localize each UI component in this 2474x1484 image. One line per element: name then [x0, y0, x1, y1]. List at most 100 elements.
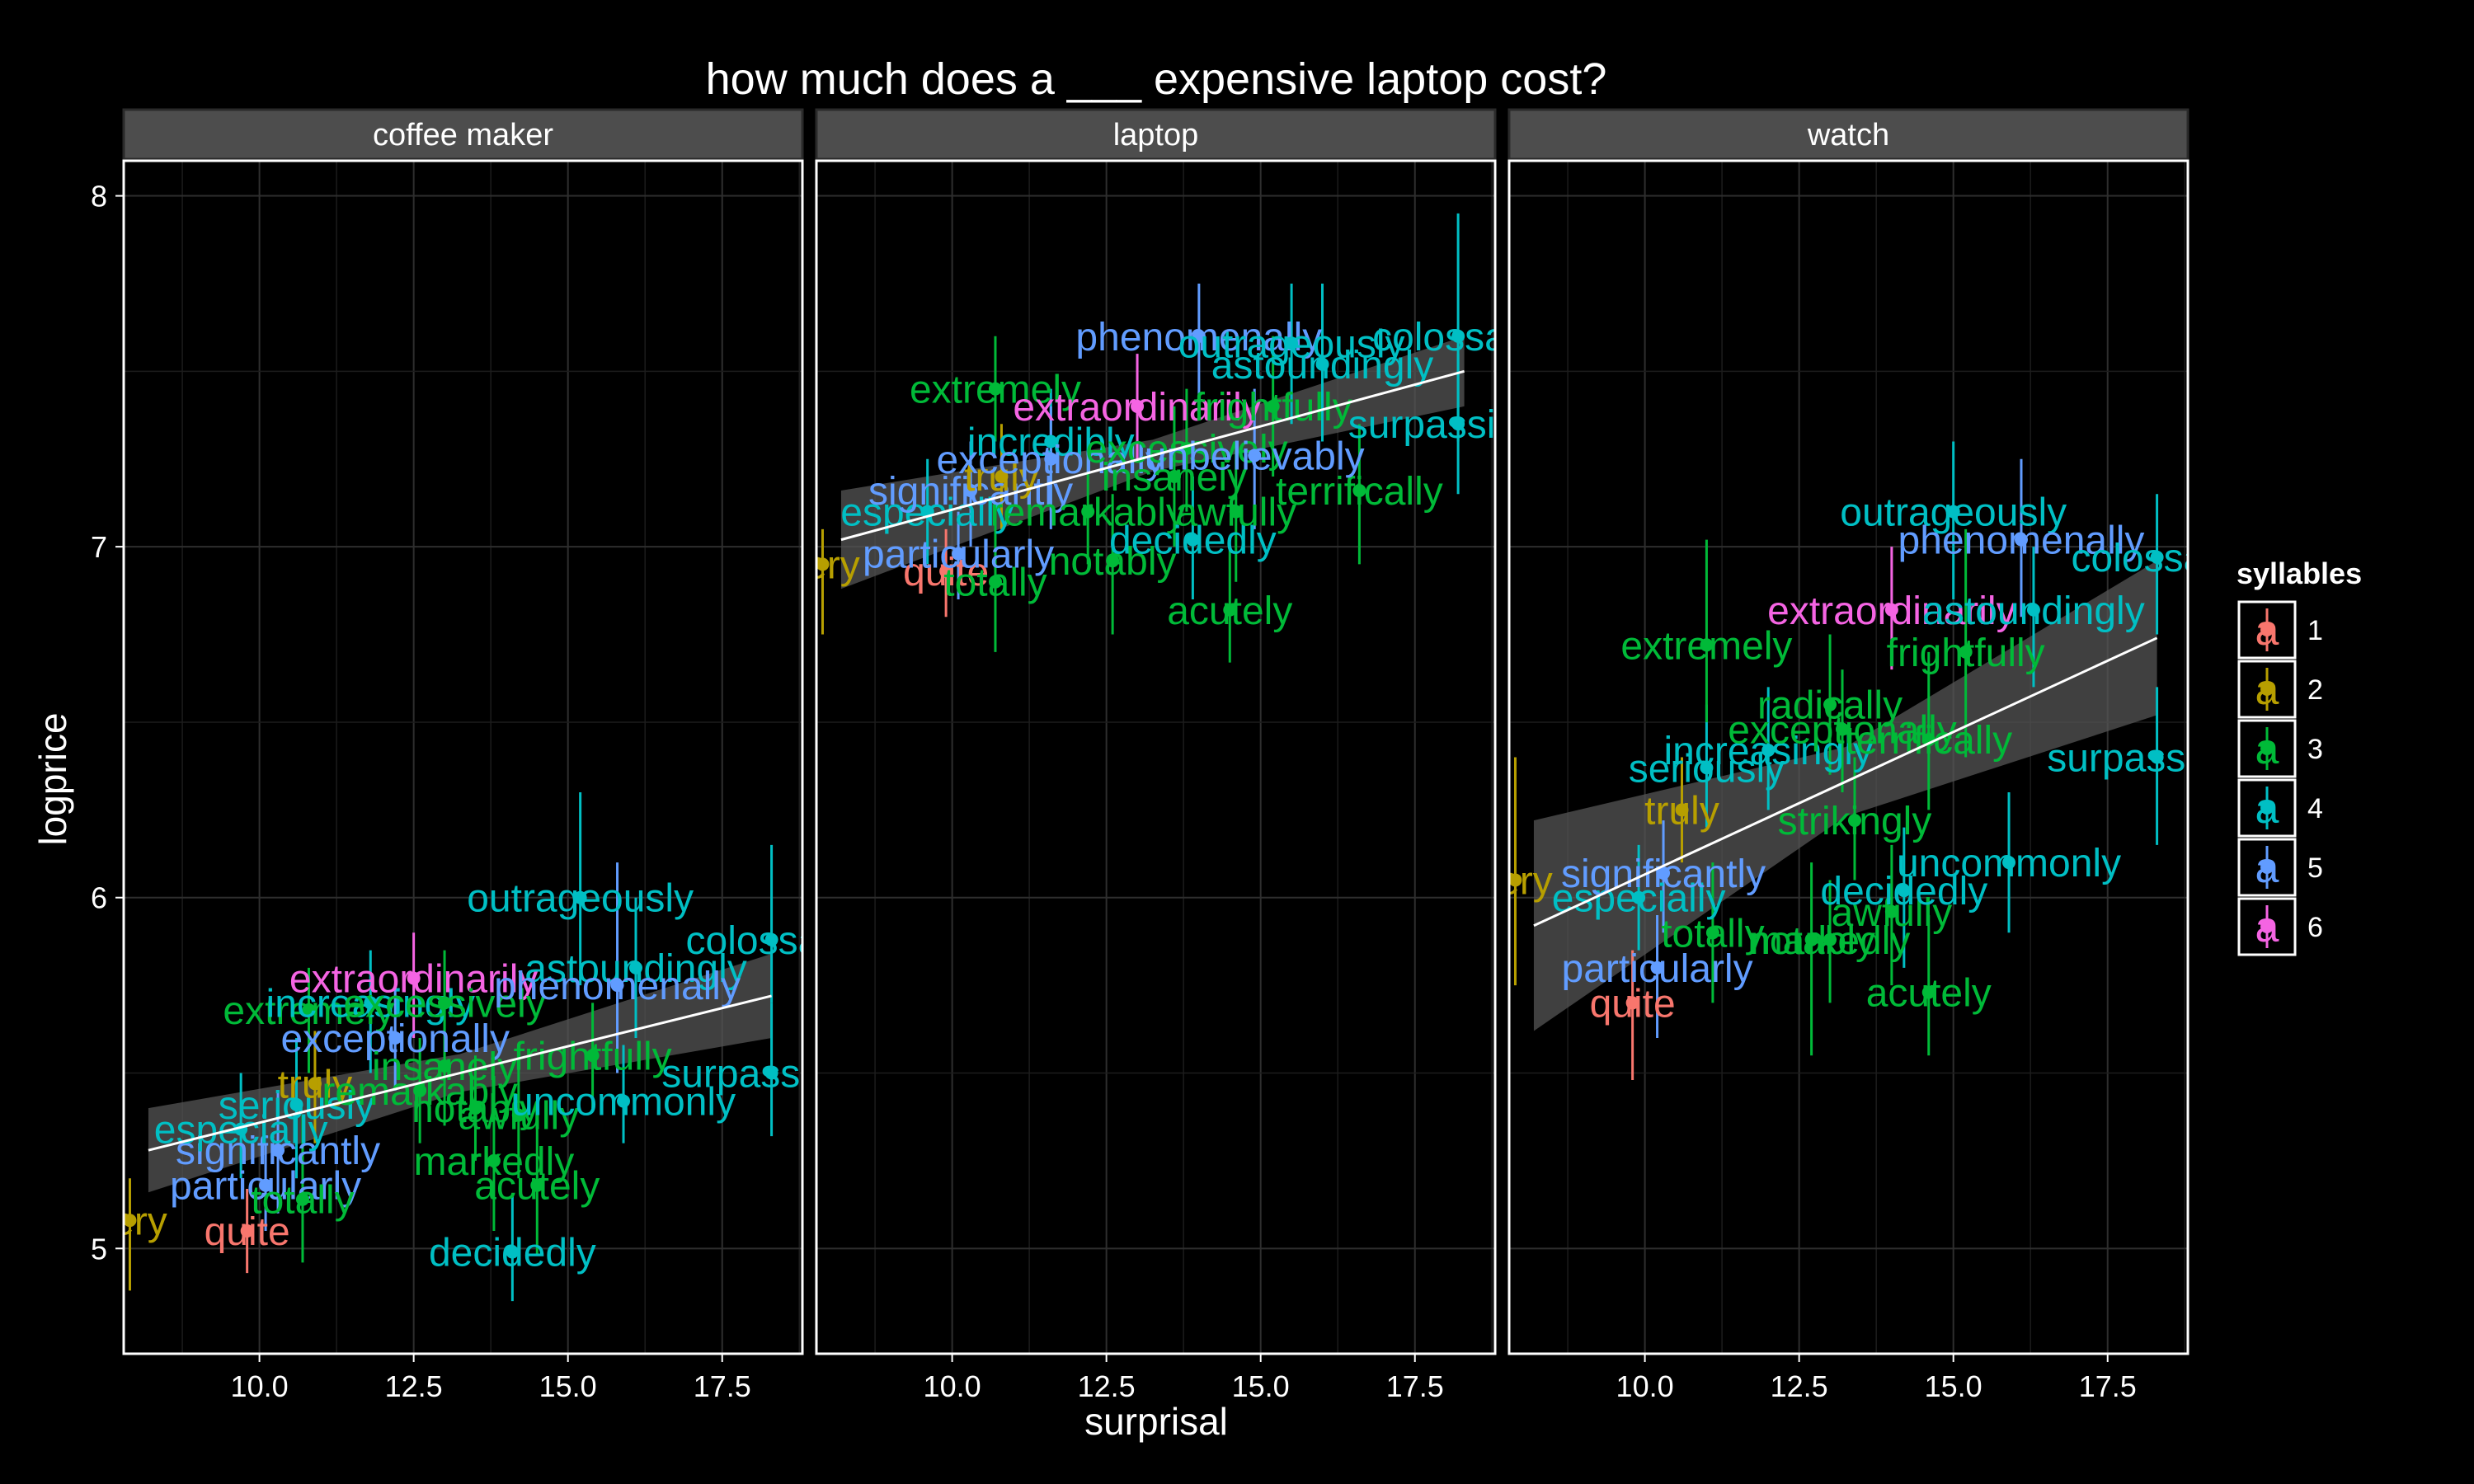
facet-strip — [815, 108, 1497, 161]
legend-key-point — [2260, 623, 2274, 636]
fit-confidence-band — [840, 336, 1465, 589]
point-label: acutely — [1167, 589, 1292, 633]
data-point — [1823, 932, 1837, 946]
point-label: astoundingly — [1211, 344, 1434, 387]
point-label: uncommonly — [1897, 842, 2121, 885]
panel-border — [815, 159, 1497, 1355]
data-point — [1625, 996, 1639, 1010]
point-label: particularly — [170, 1165, 361, 1209]
data-point — [617, 1094, 631, 1108]
data-point — [438, 996, 452, 1010]
point-label: markedly — [414, 1140, 575, 1184]
legend-key-point — [2260, 920, 2274, 933]
panel-coffee-maker: coffee maker very quiteparticularlytotally… — [91, 108, 804, 1403]
point-label: significantly — [868, 470, 1073, 514]
point-label: extraordinarily — [1013, 386, 1261, 430]
point-label: awfully — [458, 1095, 579, 1139]
data-point — [530, 1178, 544, 1192]
data-point — [1823, 697, 1837, 711]
fit-line — [148, 994, 772, 1152]
point-label: exceptionally — [280, 1017, 510, 1061]
legend-key-letter: a — [2255, 726, 2279, 773]
point-label: very — [92, 1200, 167, 1243]
x-tick-label: 15.0 — [1925, 1369, 1982, 1403]
point-label: particularly — [863, 533, 1054, 577]
data-point — [764, 932, 778, 946]
x-tick-label: 17.5 — [1386, 1369, 1444, 1403]
legend-title: syllables — [2236, 556, 2362, 590]
facet-strip — [122, 108, 804, 161]
point-label: quite — [205, 1210, 290, 1254]
legend-key-letter: a — [2255, 666, 2279, 714]
data-point — [1044, 434, 1058, 448]
data-point — [1884, 904, 1898, 918]
point-label: awfully — [1832, 891, 1953, 935]
legend-key-point — [2260, 742, 2274, 755]
x-tick-label: 12.5 — [1771, 1369, 1828, 1403]
point-label: truly — [1644, 789, 1719, 833]
panel-border — [122, 159, 804, 1355]
point-label: colossally — [2072, 537, 2243, 580]
point-label: especially — [1552, 877, 1726, 921]
data-point — [1451, 417, 1465, 431]
data-point — [1657, 866, 1671, 880]
point-label: decidedly — [1109, 519, 1277, 563]
data-point — [1675, 803, 1689, 817]
data-point — [308, 1077, 322, 1091]
data-point — [1081, 505, 1095, 519]
y-axis-title: logprice — [31, 712, 74, 845]
point-label: strikingly — [1778, 800, 1932, 843]
fit-line — [1533, 636, 2158, 928]
point-label: surpassingly — [1348, 403, 1569, 447]
legend-key-point — [2260, 683, 2274, 696]
data-point — [1650, 960, 1664, 974]
point-label: astoundingly — [524, 947, 747, 991]
x-tick-label: 17.5 — [2079, 1369, 2137, 1403]
data-point — [259, 1178, 273, 1192]
point-label: exceptionally — [1728, 708, 1957, 752]
point-label: extremely — [910, 369, 1081, 412]
grid-lines — [816, 161, 1495, 1354]
data-point — [407, 971, 421, 985]
data-point — [1266, 399, 1280, 413]
point-label: seriously — [219, 1084, 374, 1128]
data-point — [487, 1153, 501, 1167]
data-point — [2150, 750, 2164, 764]
data-point — [1192, 329, 1206, 343]
data-point — [988, 382, 1002, 396]
data-point — [2002, 856, 2016, 870]
data-point — [1700, 761, 1714, 775]
point-label: outrageously — [1840, 491, 2067, 535]
point-label: very — [1478, 859, 1553, 903]
x-tick-label: 12.5 — [1078, 1369, 1136, 1403]
point-label: phenomenally — [1075, 316, 1322, 359]
point-label: extremely — [1620, 624, 1792, 668]
data-point — [610, 979, 624, 993]
point-label: terrifically — [1276, 470, 1443, 514]
data-point — [506, 1245, 520, 1259]
point-label: outrageously — [1178, 322, 1405, 366]
data-point — [1921, 985, 1935, 999]
x-axis-title: surprisal — [1084, 1400, 1228, 1443]
data-point — [388, 1031, 402, 1045]
point-label: totally — [1661, 912, 1764, 956]
legend-key-point — [2260, 801, 2274, 815]
fit-confidence-band — [1533, 561, 2157, 1031]
data-point — [364, 996, 378, 1010]
point-label: totally — [251, 1179, 354, 1223]
x-tick-label: 15.0 — [1232, 1369, 1290, 1403]
facet-strip-label: laptop — [1113, 118, 1199, 153]
data-point — [952, 547, 966, 561]
x-tick-label: 17.5 — [694, 1369, 751, 1403]
data-point — [1632, 890, 1646, 904]
point-label: increasingly — [1664, 730, 1873, 773]
x-tick-label: 10.0 — [231, 1369, 289, 1403]
data-point — [302, 1003, 316, 1017]
data-point — [1451, 329, 1465, 343]
point-label: surpassingly — [2047, 737, 2267, 781]
